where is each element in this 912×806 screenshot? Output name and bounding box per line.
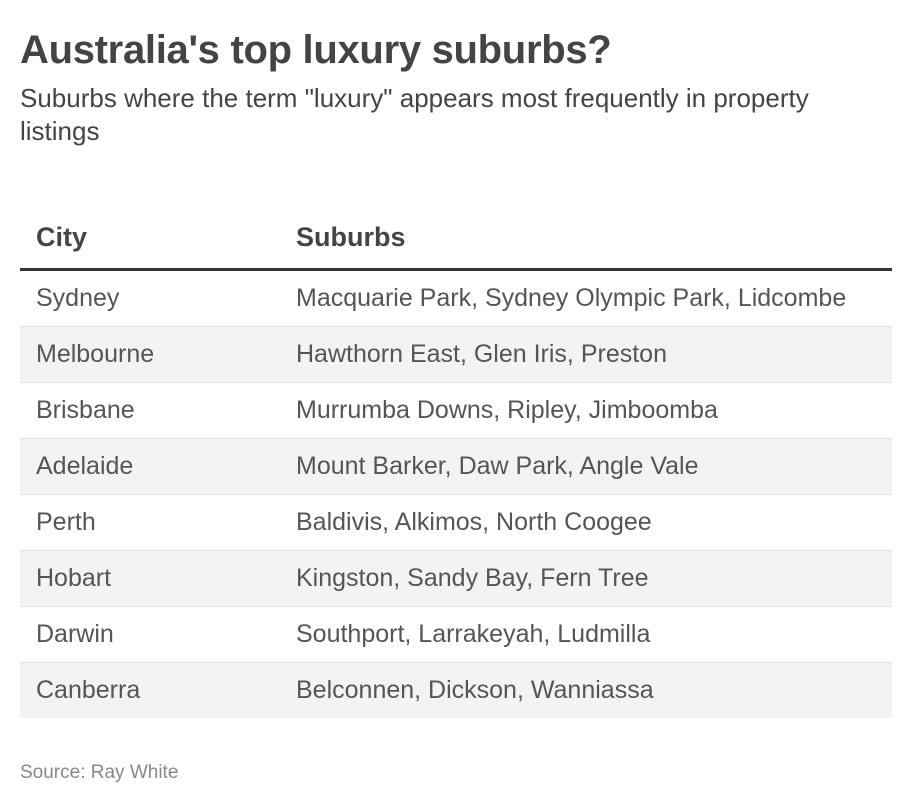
table-row: Darwin Southport, Larrakeyah, Ludmilla [20, 606, 892, 663]
cell-suburbs: Macquarie Park, Sydney Olympic Park, Lid… [280, 269, 892, 327]
cell-city: Canberra [20, 662, 280, 718]
cell-city: Sydney [20, 269, 280, 327]
cell-suburbs: Baldivis, Alkimos, North Coogee [280, 494, 892, 551]
cell-city: Darwin [20, 606, 280, 663]
cell-suburbs: Mount Barker, Daw Park, Angle Vale [280, 438, 892, 495]
cell-suburbs: Murrumba Downs, Ripley, Jimboomba [280, 382, 892, 439]
cell-city: Brisbane [20, 382, 280, 439]
table-row: Melbourne Hawthorn East, Glen Iris, Prest… [20, 326, 892, 383]
column-header-city: City [20, 206, 280, 271]
table-row: Perth Baldivis, Alkimos, North Coogee [20, 494, 892, 551]
table-row: Canberra Belconnen, Dickson, Wanniassa [20, 662, 892, 718]
chart-container: Australia's top luxury suburbs? Suburbs … [20, 0, 892, 718]
column-header-suburbs: Suburbs [280, 206, 892, 271]
table-row: Adelaide Mount Barker, Daw Park, Angle Va… [20, 438, 892, 495]
cell-city: Perth [20, 494, 280, 551]
cell-city: Adelaide [20, 438, 280, 495]
source-note: Source: Ray White [20, 762, 179, 783]
table-header-row: City Suburbs [20, 206, 892, 271]
table-row: Sydney Macquarie Park, Sydney Olympic Par… [20, 269, 892, 327]
suburbs-table: City Suburbs Sydney Macquarie Park, Sydne… [20, 206, 892, 718]
table-body: Sydney Macquarie Park, Sydney Olympic Par… [20, 269, 892, 718]
cell-city: Melbourne [20, 326, 280, 383]
table-row: Brisbane Murrumba Downs, Ripley, Jimboomb… [20, 382, 892, 439]
cell-suburbs: Hawthorn East, Glen Iris, Preston [280, 326, 892, 383]
cell-city: Hobart [20, 550, 280, 607]
chart-title: Australia's top luxury suburbs? [20, 28, 612, 72]
cell-suburbs: Southport, Larrakeyah, Ludmilla [280, 606, 892, 663]
chart-subtitle: Suburbs where the term "luxury" appears … [20, 83, 809, 146]
table-row: Hobart Kingston, Sandy Bay, Fern Tree [20, 550, 892, 607]
cell-suburbs: Belconnen, Dickson, Wanniassa [280, 662, 892, 718]
cell-suburbs: Kingston, Sandy Bay, Fern Tree [280, 550, 892, 607]
